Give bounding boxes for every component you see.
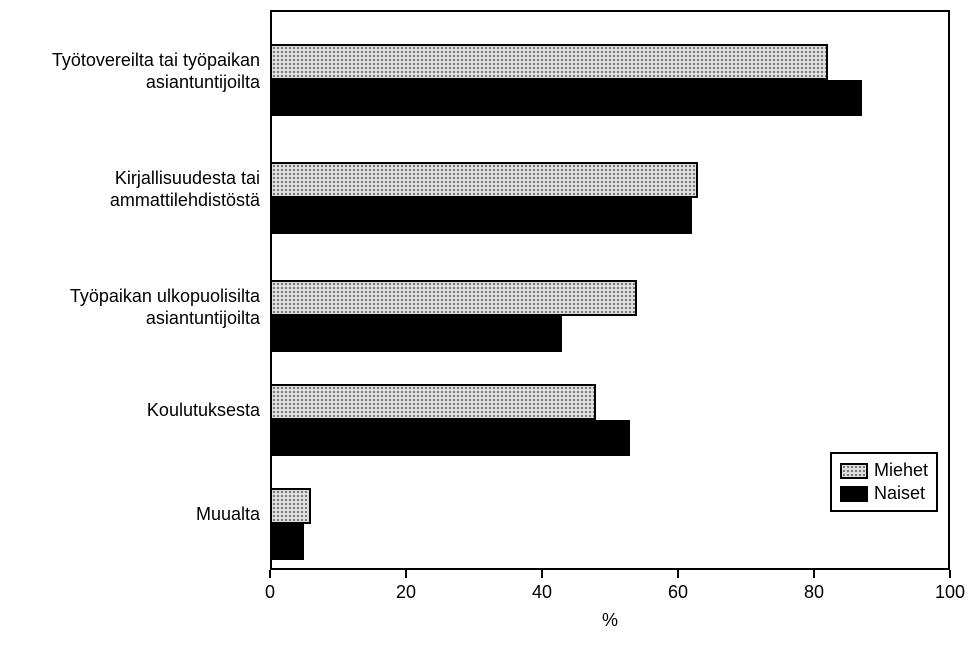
y-label-2-line2: asiantuntijoilta [146,308,260,328]
bar-naiset-3 [270,420,630,456]
x-tick-3 [677,570,679,578]
y-label-2-line1: Työpaikan ulkopuolisilta [70,286,260,306]
y-label-3-line1: Koulutuksesta [147,400,260,420]
chart-container: Työtovereilta tai työpaikan asiantuntijo… [0,0,969,653]
bar-miehet-1 [270,162,698,198]
bar-naiset-4 [270,524,304,560]
bar-naiset-0 [270,80,862,116]
x-tick-0 [269,570,271,578]
y-label-1-line1: Kirjallisuudesta tai [115,168,260,188]
x-tick-1 [405,570,407,578]
x-tick-label-4: 80 [804,582,824,603]
legend: Miehet Naiset [830,452,938,512]
legend-label-miehet: Miehet [874,460,928,481]
bar-miehet-4 [270,488,311,524]
x-tick-5 [949,570,951,578]
x-tick-2 [541,570,543,578]
bar-naiset-2 [270,316,562,352]
y-label-0-line1: Työtovereilta tai työpaikan [52,50,260,70]
y-label-4-line1: Muualta [196,504,260,524]
legend-swatch-miehet [840,463,868,479]
y-label-3: Koulutuksesta [10,400,260,422]
x-tick-label-0: 0 [265,582,275,603]
legend-row-miehet: Miehet [840,460,928,481]
y-label-0: Työtovereilta tai työpaikan asiantuntijo… [10,50,260,93]
x-tick-label-2: 40 [532,582,552,603]
y-label-1-line2: ammattilehdistöstä [110,190,260,210]
x-tick-label-3: 60 [668,582,688,603]
x-tick-label-5: 100 [935,582,965,603]
legend-label-naiset: Naiset [874,483,925,504]
y-label-0-line2: asiantuntijoilta [146,72,260,92]
bar-miehet-2 [270,280,637,316]
x-tick-4 [813,570,815,578]
bar-miehet-3 [270,384,596,420]
y-label-1: Kirjallisuudesta tai ammattilehdistöstä [10,168,260,211]
x-tick-label-1: 20 [396,582,416,603]
legend-swatch-naiset [840,486,868,502]
bar-miehet-0 [270,44,828,80]
x-axis-title: % [602,610,618,631]
bar-naiset-1 [270,198,692,234]
y-label-4: Muualta [10,504,260,526]
y-label-2: Työpaikan ulkopuolisilta asiantuntijoilt… [10,286,260,329]
legend-row-naiset: Naiset [840,483,928,504]
